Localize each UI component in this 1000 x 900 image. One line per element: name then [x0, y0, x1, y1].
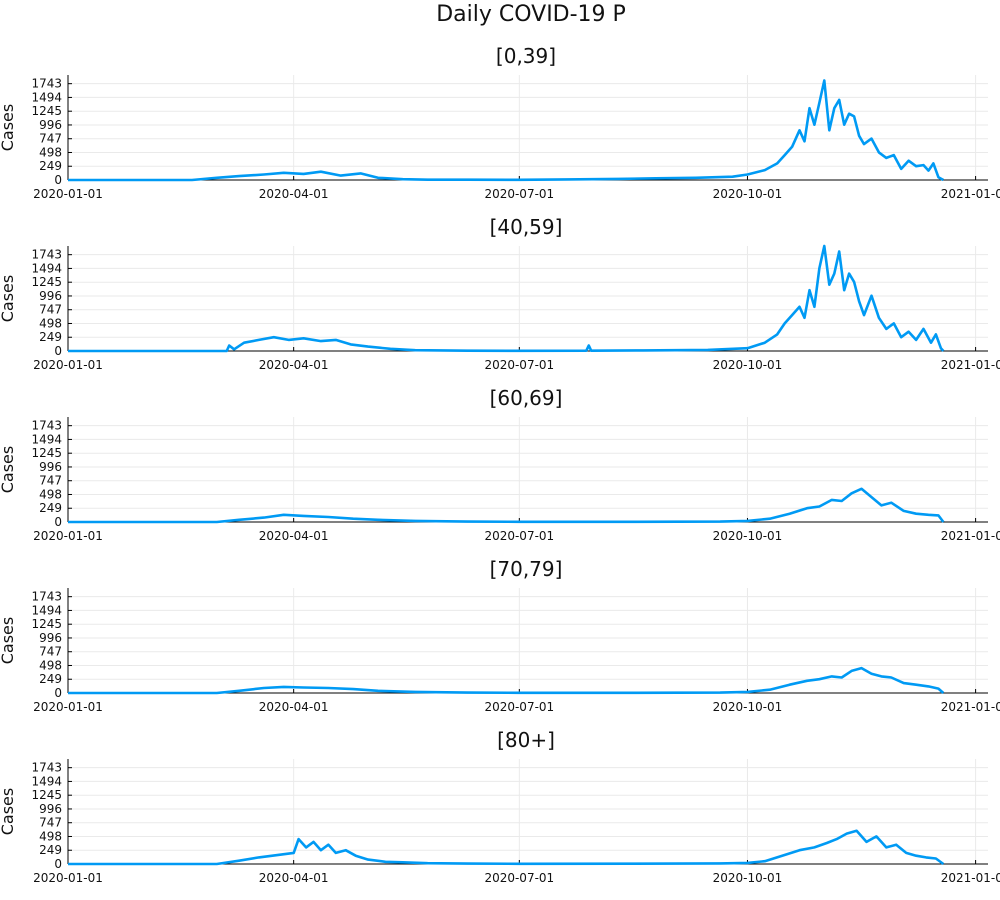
y-tick-label: 996 — [39, 289, 62, 303]
y-axis-label: Cases — [0, 275, 17, 323]
series-line — [68, 244, 945, 353]
x-tick-label: 2020-01-01 — [33, 700, 103, 714]
x-tick-label: 2021-01-01 — [941, 187, 1000, 201]
y-tick-label: 249 — [39, 672, 62, 686]
x-tick-label: 2020-04-01 — [259, 871, 329, 885]
panel-title: [60,69] — [490, 386, 563, 410]
x-tick-label: 2020-10-01 — [713, 529, 783, 543]
y-tick-label: 1494 — [31, 603, 62, 617]
y-axis-label: Cases — [0, 104, 17, 152]
y-tick-label: 498 — [39, 145, 62, 159]
series-line — [68, 79, 945, 182]
y-tick-label: 747 — [39, 645, 62, 659]
x-tick-label: 2020-01-01 — [33, 187, 103, 201]
x-tick-label: 2020-04-01 — [259, 187, 329, 201]
y-tick-label: 1245 — [31, 275, 62, 289]
y-tick-label: 747 — [39, 816, 62, 830]
y-tick-label: 1245 — [31, 104, 62, 118]
y-tick-label: 1245 — [31, 617, 62, 631]
y-tick-label: 249 — [39, 843, 62, 857]
y-axis-label: Cases — [0, 788, 17, 836]
x-tick-label: 2020-01-01 — [33, 358, 103, 372]
x-tick-label: 2020-04-01 — [259, 358, 329, 372]
y-tick-label: 1743 — [31, 248, 62, 262]
y-tick-label: 1494 — [31, 432, 62, 446]
y-tick-label: 996 — [39, 118, 62, 132]
y-tick-label: 1494 — [31, 774, 62, 788]
y-tick-label: 498 — [39, 487, 62, 501]
y-axis-label: Cases — [0, 617, 17, 665]
y-tick-label: 996 — [39, 631, 62, 645]
y-tick-label: 249 — [39, 501, 62, 515]
x-tick-label: 2020-07-01 — [484, 529, 554, 543]
y-tick-label: 0 — [54, 686, 62, 700]
x-tick-label: 2021-01-01 — [941, 358, 1000, 372]
x-tick-label: 2020-01-01 — [33, 529, 103, 543]
y-tick-label: 498 — [39, 658, 62, 672]
x-tick-label: 2021-01-01 — [941, 529, 1000, 543]
y-tick-label: 249 — [39, 159, 62, 173]
y-tick-label: 0 — [54, 344, 62, 358]
y-tick-label: 996 — [39, 460, 62, 474]
y-tick-label: 0 — [54, 857, 62, 871]
y-tick-label: 1245 — [31, 788, 62, 802]
panel-title: [40,59] — [490, 215, 563, 239]
x-tick-label: 2020-07-01 — [484, 871, 554, 885]
y-tick-label: 1494 — [31, 261, 62, 275]
y-tick-label: 996 — [39, 802, 62, 816]
series-line — [68, 487, 945, 524]
panel-title: [0,39] — [496, 44, 556, 68]
y-tick-label: 0 — [54, 173, 62, 187]
y-tick-label: 747 — [39, 474, 62, 488]
x-tick-label: 2021-01-01 — [941, 871, 1000, 885]
y-tick-label: 1743 — [31, 419, 62, 433]
x-tick-label: 2020-04-01 — [259, 529, 329, 543]
page-title: Daily COVID-19 P — [436, 2, 626, 27]
panel-title: [70,79] — [490, 557, 563, 581]
y-tick-label: 498 — [39, 316, 62, 330]
x-tick-label: 2020-04-01 — [259, 700, 329, 714]
y-axis-label: Cases — [0, 446, 17, 494]
x-tick-label: 2020-07-01 — [484, 358, 554, 372]
x-tick-label: 2020-07-01 — [484, 187, 554, 201]
series-line — [68, 829, 945, 866]
series-line — [68, 666, 945, 695]
y-tick-label: 1743 — [31, 77, 62, 91]
x-tick-label: 2020-10-01 — [713, 358, 783, 372]
y-tick-label: 498 — [39, 829, 62, 843]
x-tick-label: 2021-01-01 — [941, 700, 1000, 714]
y-tick-label: 1245 — [31, 446, 62, 460]
x-tick-label: 2020-01-01 — [33, 871, 103, 885]
panel-title: [80+] — [497, 728, 555, 752]
x-tick-label: 2020-10-01 — [713, 871, 783, 885]
y-tick-label: 747 — [39, 132, 62, 146]
y-tick-label: 1494 — [31, 90, 62, 104]
x-tick-label: 2020-07-01 — [484, 700, 554, 714]
y-tick-label: 249 — [39, 330, 62, 344]
x-tick-label: 2020-10-01 — [713, 187, 783, 201]
y-tick-label: 1743 — [31, 761, 62, 775]
y-tick-label: 0 — [54, 515, 62, 529]
y-tick-label: 747 — [39, 303, 62, 317]
y-tick-label: 1743 — [31, 590, 62, 604]
x-tick-label: 2020-10-01 — [713, 700, 783, 714]
